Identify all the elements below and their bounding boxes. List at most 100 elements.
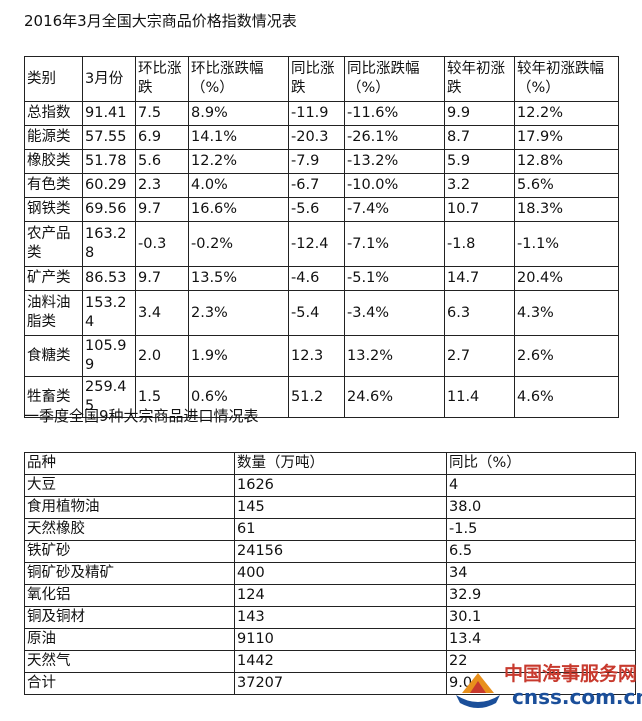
header-cell: 环比涨跌 xyxy=(135,56,189,102)
header-cell: 同比（%） xyxy=(446,452,636,475)
header-cell: 同比涨跌 xyxy=(288,56,345,102)
table-cell: 124 xyxy=(234,584,447,607)
table-cell: 12.2% xyxy=(514,101,619,126)
table-cell: 4 xyxy=(446,474,636,497)
table-cell: 163.28 xyxy=(82,221,136,267)
table-cell: 3.2 xyxy=(444,173,515,198)
table-header-row: 类别 3月份 环比涨跌 环比涨跌幅（%） 同比涨跌 同比涨跌幅（%） 较年初涨跌 较年初涨跌幅… xyxy=(24,56,619,102)
price-index-table: 类别 3月份 环比涨跌 环比涨跌幅（%） 同比涨跌 同比涨跌幅（%） 较年初涨跌 较年初涨跌幅… xyxy=(24,56,619,418)
table-cell: 57.55 xyxy=(82,125,136,150)
table-cell: 105.99 xyxy=(82,335,136,377)
table-cell: 143 xyxy=(234,606,447,629)
header-cell: 环比涨跌幅（%） xyxy=(188,56,289,102)
table-cell: -6.7 xyxy=(288,173,345,198)
table-cell: 原油 xyxy=(24,628,235,651)
table-cell: 259.45 xyxy=(82,376,136,418)
table-row: 天然橡胶 61 -1.5 xyxy=(24,518,636,541)
table-cell: 铜矿砂及精矿 xyxy=(24,562,235,585)
table-cell: 8.9% xyxy=(188,101,289,126)
header-cell: 数量（万吨） xyxy=(234,452,447,475)
table-cell: 4.0% xyxy=(188,173,289,198)
table-cell: -26.1% xyxy=(344,125,445,150)
table-cell: 氧化铝 xyxy=(24,584,235,607)
table-cell: 大豆 xyxy=(24,474,235,497)
import-table: 品种 数量（万吨） 同比（%） 大豆 1626 4 食用植物油 145 38.0 天然橡胶 61 -1… xyxy=(24,452,636,695)
table-cell: 牲畜类 xyxy=(24,376,83,418)
table-cell: 橡胶类 xyxy=(24,149,83,174)
table-cell: 37207 xyxy=(234,672,447,695)
header-cell: 同比涨跌幅（%） xyxy=(344,56,445,102)
table-cell: 12.2% xyxy=(188,149,289,174)
table-row: 牲畜类 259.45 1.5 0.6% 51.2 24.6% 11.4 4.6% xyxy=(24,376,619,418)
table-cell: -1.1% xyxy=(514,221,619,267)
table-cell: -20.3 xyxy=(288,125,345,150)
table-cell: 9110 xyxy=(234,628,447,651)
table-row: 能源类 57.55 6.9 14.1% -20.3 -26.1% 8.7 17.9% xyxy=(24,125,619,150)
table-cell: 34 xyxy=(446,562,636,585)
table-row: 铜矿砂及精矿 400 34 xyxy=(24,562,636,585)
header-cell: 品种 xyxy=(24,452,235,475)
table-cell: 6.9 xyxy=(135,125,189,150)
table-cell: 17.9% xyxy=(514,125,619,150)
table-cell: 总指数 xyxy=(24,101,83,126)
table-cell: 2.7 xyxy=(444,335,515,377)
watermark-en-text: cnss.com.cn xyxy=(512,685,642,709)
table-cell: -0.2% xyxy=(188,221,289,267)
table-cell: -1.8 xyxy=(444,221,515,267)
table-cell: 9.7 xyxy=(135,197,189,222)
table-cell: 61 xyxy=(234,518,447,541)
table-cell: -4.6 xyxy=(288,266,345,291)
table-cell: -11.6% xyxy=(344,101,445,126)
import-table-title: 一季度全国9种大宗商品进口情况表 xyxy=(24,407,259,425)
table-cell: 4.6% xyxy=(514,376,619,418)
table-cell: -11.9 xyxy=(288,101,345,126)
table-cell: 1.5 xyxy=(135,376,189,418)
table-cell: 400 xyxy=(234,562,447,585)
table-cell: 13.2% xyxy=(344,335,445,377)
header-cell: 3月份 xyxy=(82,56,136,102)
table-cell: 食糖类 xyxy=(24,335,83,377)
table-cell: 能源类 xyxy=(24,125,83,150)
table-cell: 铜及铜材 xyxy=(24,606,235,629)
table-cell: 2.6% xyxy=(514,335,619,377)
table-cell: 6.5 xyxy=(446,540,636,563)
table-cell: -7.1% xyxy=(344,221,445,267)
table-cell: 1.9% xyxy=(188,335,289,377)
table-cell: 60.29 xyxy=(82,173,136,198)
table-cell: 9.7 xyxy=(135,266,189,291)
table-cell: 铁矿砂 xyxy=(24,540,235,563)
table-row: 大豆 1626 4 xyxy=(24,474,636,497)
table-cell: -5.6 xyxy=(288,197,345,222)
table-cell: 14.1% xyxy=(188,125,289,150)
table-cell: 12.8% xyxy=(514,149,619,174)
table-cell: -5.4 xyxy=(288,290,345,336)
table-cell: 4.3% xyxy=(514,290,619,336)
table-cell: 12.3 xyxy=(288,335,345,377)
table-cell: 9.0 xyxy=(446,672,636,695)
table-cell: -3.4% xyxy=(344,290,445,336)
table-cell: 51.2 xyxy=(288,376,345,418)
table-cell: 9.9 xyxy=(444,101,515,126)
price-index-table-title: 2016年3月全国大宗商品价格指数情况表 xyxy=(24,12,297,30)
table-cell: 51.78 xyxy=(82,149,136,174)
table-row: 钢铁类 69.56 9.7 16.6% -5.6 -7.4% 10.7 18.3% xyxy=(24,197,619,222)
header-cell: 较年初涨跌 xyxy=(444,56,515,102)
table-row: 天然气 1442 22 xyxy=(24,650,636,673)
table-cell: 30.1 xyxy=(446,606,636,629)
table-cell: 6.3 xyxy=(444,290,515,336)
table-cell: -13.2% xyxy=(344,149,445,174)
table-cell: 钢铁类 xyxy=(24,197,83,222)
header-cell: 较年初涨跌幅（%） xyxy=(514,56,619,102)
table-cell: -12.4 xyxy=(288,221,345,267)
table-cell: 7.5 xyxy=(135,101,189,126)
table-cell: 38.0 xyxy=(446,496,636,519)
table-cell: 2.3 xyxy=(135,173,189,198)
table-cell: 合计 xyxy=(24,672,235,695)
site-watermark: 中国海事服务网 cnss.com.cn xyxy=(452,659,642,715)
table-row: 农产品类 163.28 -0.3 -0.2% -12.4 -7.1% -1.8 -1.1% xyxy=(24,221,619,267)
table-cell: 16.6% xyxy=(188,197,289,222)
table-cell: 153.24 xyxy=(82,290,136,336)
table-cell: 13.5% xyxy=(188,266,289,291)
table-cell: 11.4 xyxy=(444,376,515,418)
table-cell: 145 xyxy=(234,496,447,519)
